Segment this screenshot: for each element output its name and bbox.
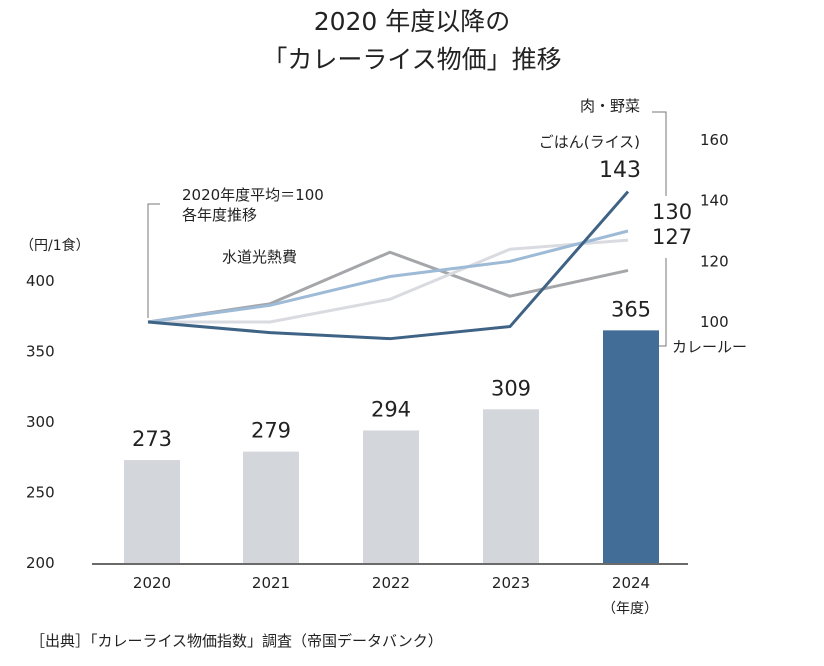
series-name-label: 肉・野菜 bbox=[580, 97, 640, 115]
bar-value-label: 273 bbox=[132, 427, 172, 451]
left-y-tick-label: 400 bbox=[26, 272, 55, 290]
line-series-2 bbox=[147, 229, 629, 324]
x-tick-label: 2022 bbox=[372, 574, 410, 592]
left-y-tick-label: 200 bbox=[26, 554, 55, 572]
left-y-tick-label: 350 bbox=[26, 343, 55, 361]
left-y-tick-label: 250 bbox=[26, 484, 55, 502]
x-axis-unit: （年度） bbox=[602, 601, 658, 617]
bar-2023 bbox=[483, 409, 539, 563]
left-axis-unit: （円/1食） bbox=[20, 237, 90, 254]
x-tick-label: 2023 bbox=[492, 574, 530, 592]
x-tick-label: 2021 bbox=[252, 574, 290, 592]
bar-2020 bbox=[124, 460, 180, 563]
bar-value-label: 365 bbox=[611, 297, 651, 321]
series-end-value-label: 127 bbox=[652, 225, 692, 249]
series-name-label: 水道光熱費 bbox=[222, 248, 297, 266]
source-note: ［出典］「カレーライス物価指数」調査（帝国データバンク） bbox=[30, 632, 443, 650]
chart-title-line2: 「カレーライス物価」推移 bbox=[262, 45, 561, 74]
right-y-tick-label: 100 bbox=[700, 313, 729, 331]
bar-value-label: 309 bbox=[491, 376, 531, 400]
series-end-value-label: 143 bbox=[599, 158, 641, 183]
bar-2024 bbox=[603, 330, 659, 563]
left-y-tick-label: 300 bbox=[26, 413, 55, 431]
right-y-tick-label: 120 bbox=[700, 252, 729, 270]
chart-title-line1: 2020 年度以降の bbox=[314, 7, 511, 36]
bar-value-label: 294 bbox=[371, 397, 411, 421]
right-y-tick-label: 140 bbox=[700, 192, 729, 210]
series-name-label: カレールー bbox=[672, 338, 747, 356]
index-note-1: 2020年度平均＝100 bbox=[182, 186, 324, 204]
bar-2021 bbox=[243, 451, 299, 563]
series-end-value-label: 130 bbox=[652, 200, 692, 224]
bar-2022 bbox=[363, 430, 419, 563]
line-series-1 bbox=[148, 238, 629, 324]
index-note-2: 各年度推移 bbox=[182, 206, 257, 224]
right-y-tick-label: 160 bbox=[700, 131, 729, 149]
series-name-label: ごはん(ライス) bbox=[539, 133, 640, 151]
x-tick-label: 2020 bbox=[133, 574, 171, 592]
x-tick-label: 2024 bbox=[612, 574, 650, 592]
bar-value-label: 279 bbox=[251, 419, 291, 443]
index-note-bracket bbox=[147, 203, 160, 318]
line-series-3 bbox=[147, 190, 630, 341]
